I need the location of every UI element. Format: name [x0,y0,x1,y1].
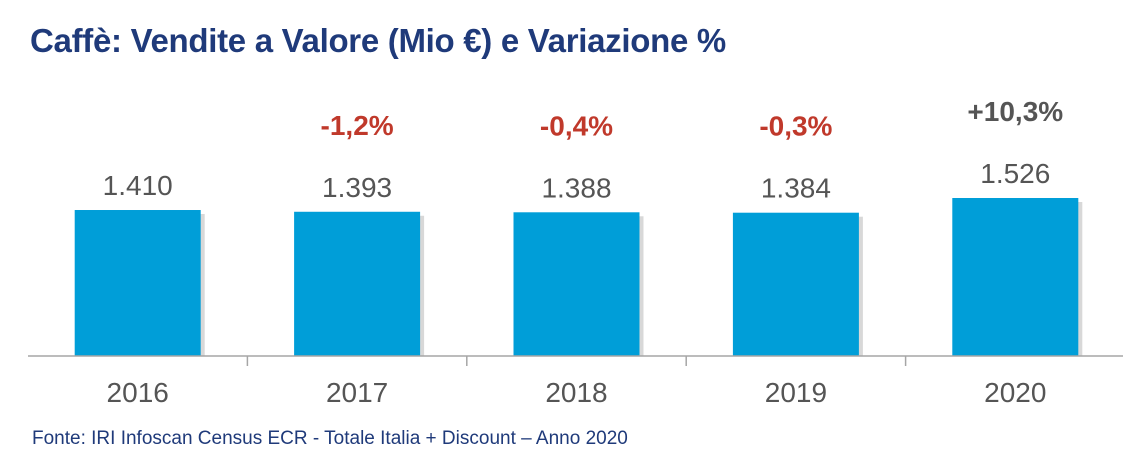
x-tick-label-2020: 2020 [984,377,1046,408]
change-label-2020: +10,3% [967,96,1063,127]
value-label-2017: 1.393 [322,172,392,203]
x-tick-label-2018: 2018 [545,377,607,408]
value-label-2016: 1.410 [103,170,173,201]
x-tick-label-2019: 2019 [765,377,827,408]
labels-layer: 2016 1.410 2017 1.393 -1,2% 2018 1.388 -0,4% 201… [103,96,1064,408]
bar-2016 [74,210,201,356]
x-tick-label-2017: 2017 [326,377,388,408]
bar-2020 [952,198,1079,356]
chart-title: Caffè: Vendite a Valore (Mio €) e Variaz… [30,22,726,59]
change-label-2018: -0,4% [540,110,613,141]
bar-2017 [294,211,421,356]
bar-2018 [513,212,640,356]
source-note: Fonte: IRI Infoscan Census ECR - Totale … [32,428,628,449]
value-label-2019: 1.384 [761,173,831,204]
x-tick-label-2016: 2016 [107,377,169,408]
change-label-2019: -0,3% [759,111,832,142]
bars-layer [74,198,1083,356]
change-label-2017: -1,2% [321,110,394,141]
bar-2019 [732,212,859,356]
value-label-2018: 1.388 [541,172,611,203]
x-axis [28,355,1123,366]
value-label-2020: 1.526 [980,158,1050,189]
